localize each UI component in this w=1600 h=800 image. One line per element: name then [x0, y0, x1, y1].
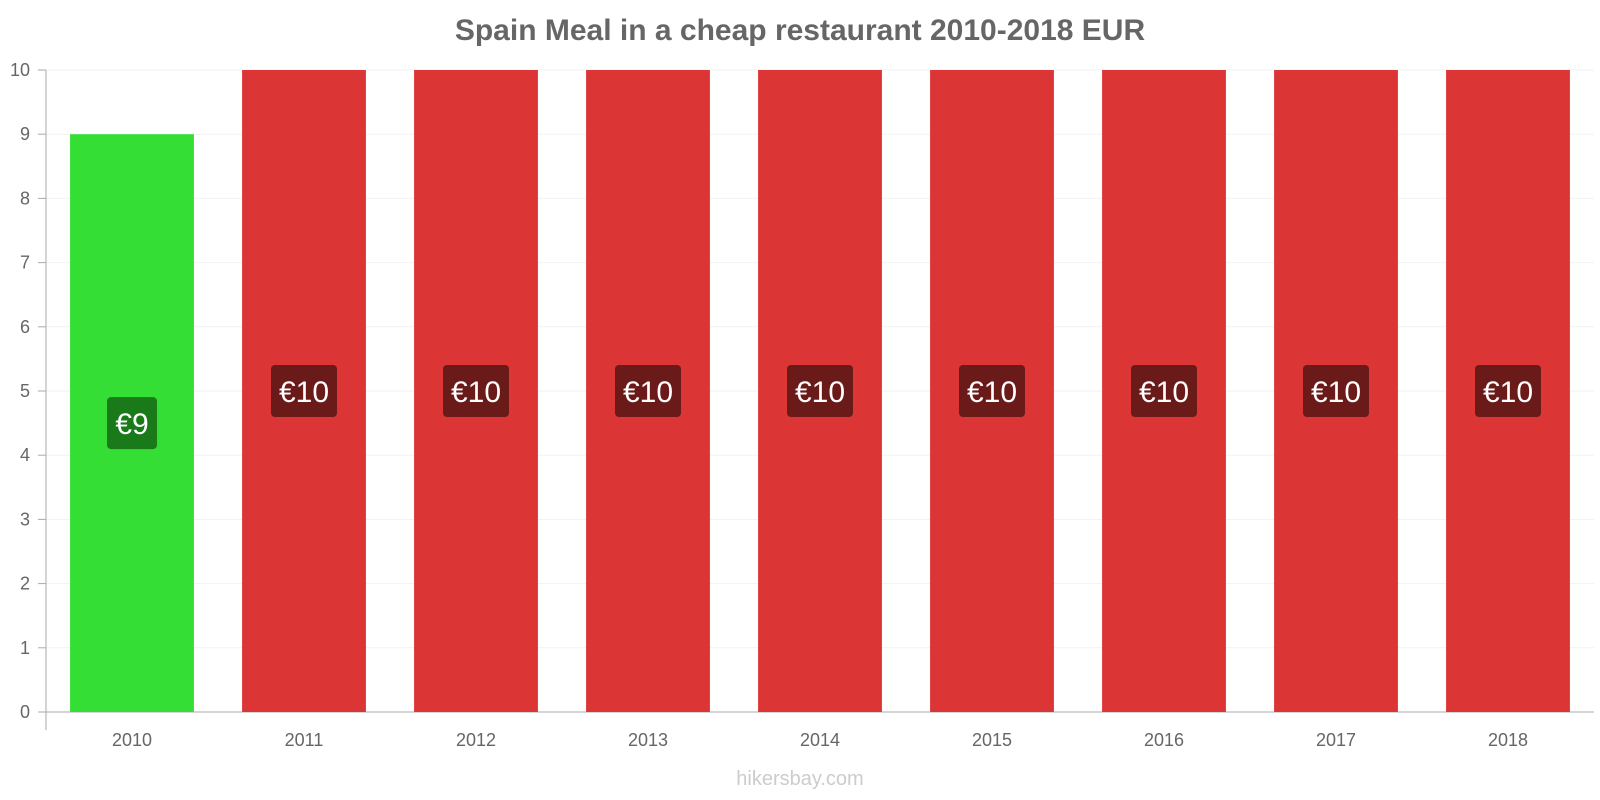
data-label-box	[959, 365, 1025, 417]
x-tick-label: 2014	[800, 730, 840, 750]
y-tick-label: 8	[20, 188, 30, 208]
data-label: €10	[967, 376, 1017, 409]
x-tick-label: 2018	[1488, 730, 1528, 750]
data-label-box	[1131, 365, 1197, 417]
y-tick-label: 3	[20, 509, 30, 529]
data-label-box	[107, 397, 157, 450]
data-label-box	[787, 365, 853, 417]
y-tick-label: 0	[20, 702, 30, 722]
y-tick-label: 1	[20, 638, 30, 658]
x-tick-label: 2010	[112, 730, 152, 750]
y-tick-label: 6	[20, 317, 30, 337]
data-label: €10	[451, 376, 501, 409]
x-tick-label: 2012	[456, 730, 496, 750]
x-tick-label: 2015	[972, 730, 1012, 750]
data-label: €10	[1139, 376, 1189, 409]
data-label-box	[443, 365, 509, 417]
data-label: €10	[623, 376, 673, 409]
data-label-box	[615, 365, 681, 417]
data-label-box	[1475, 365, 1541, 417]
data-label: €10	[1483, 376, 1533, 409]
y-tick-label: 5	[20, 381, 30, 401]
data-label-box	[271, 365, 337, 417]
data-label: €10	[279, 376, 329, 409]
y-tick-label: 7	[20, 253, 30, 273]
y-tick-label: 10	[10, 60, 30, 80]
data-label: €9	[115, 408, 148, 441]
x-tick-label: 2017	[1316, 730, 1356, 750]
y-tick-label: 2	[20, 574, 30, 594]
data-label-box	[1303, 365, 1369, 417]
y-tick-label: 4	[20, 445, 30, 465]
x-tick-label: 2016	[1144, 730, 1184, 750]
watermark: hikersbay.com	[736, 768, 864, 790]
chart-title: Spain Meal in a cheap restaurant 2010-20…	[454, 14, 1146, 47]
y-tick-label: 9	[20, 124, 30, 144]
data-label: €10	[1311, 376, 1361, 409]
data-label: €10	[795, 376, 845, 409]
x-tick-label: 2013	[628, 730, 668, 750]
x-tick-label: 2011	[285, 730, 324, 750]
